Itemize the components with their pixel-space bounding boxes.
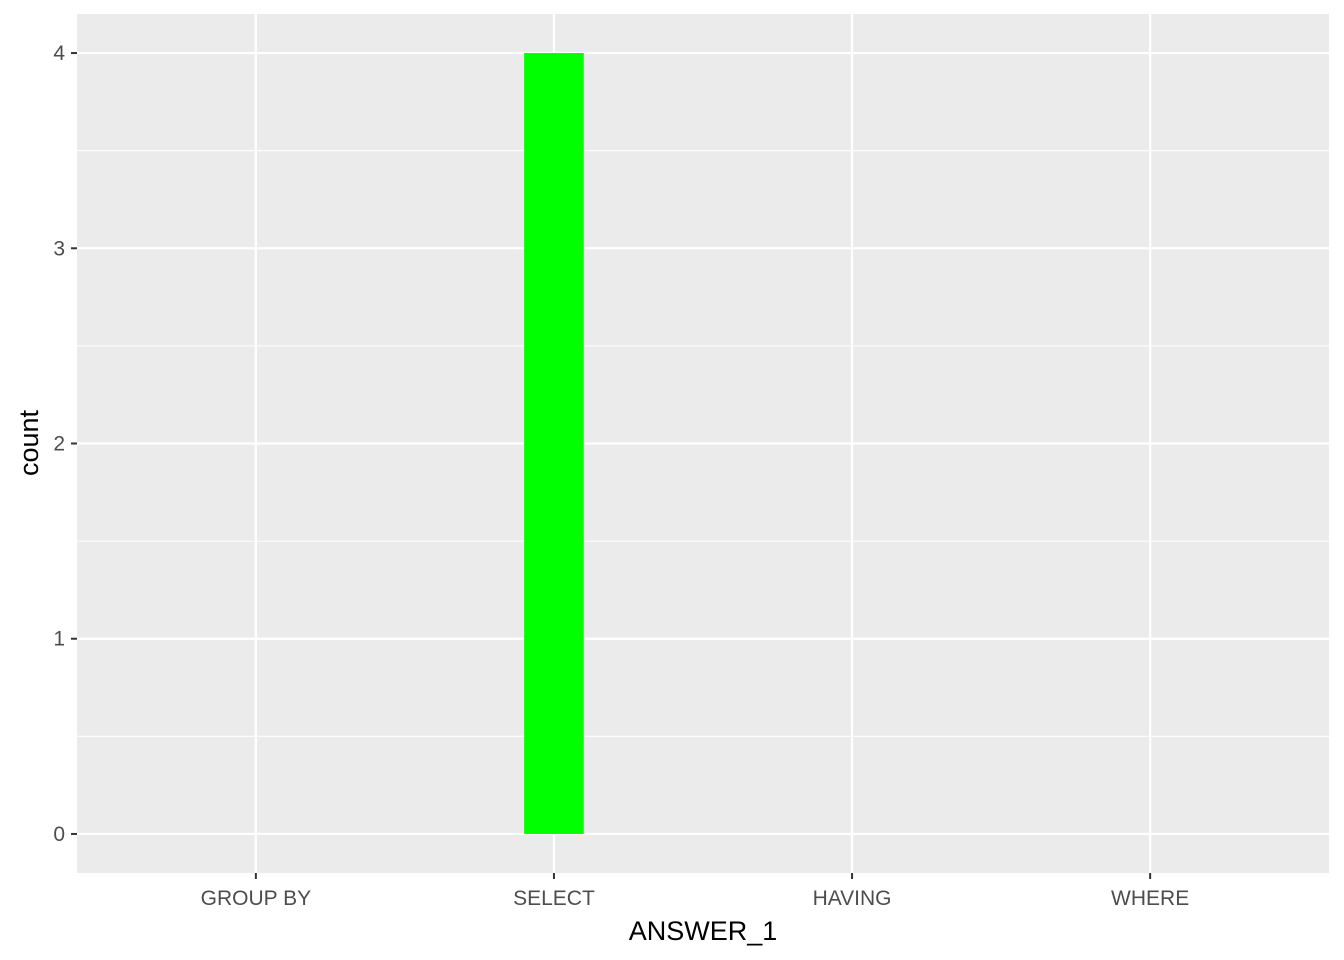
x-tick-label: HAVING — [813, 887, 892, 910]
x-axis-title: ANSWER_1 — [629, 916, 778, 946]
y-tick-label: 4 — [53, 42, 65, 65]
y-tick-label: 1 — [53, 628, 65, 651]
x-tick-label: GROUP BY — [201, 887, 311, 910]
y-tick-label: 0 — [53, 823, 65, 846]
minor-gridlines — [77, 150, 1329, 737]
bar-select — [524, 53, 584, 834]
bars — [524, 53, 584, 834]
y-tick-label: 2 — [53, 433, 65, 456]
y-tick-label: 3 — [53, 237, 65, 260]
x-axis-ticks: GROUP BY SELECT HAVING WHERE — [201, 873, 1189, 910]
x-tick-label: WHERE — [1111, 887, 1189, 910]
y-axis-ticks: 0 1 2 3 4 — [53, 42, 77, 846]
x-tick-label: SELECT — [513, 887, 595, 910]
y-axis-title: count — [14, 409, 44, 476]
